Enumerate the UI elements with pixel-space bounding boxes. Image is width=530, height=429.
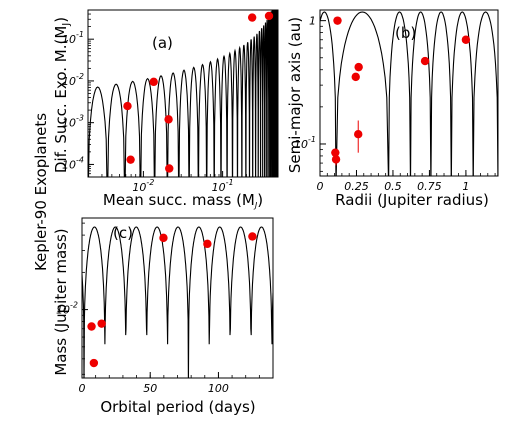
data-point <box>354 62 363 72</box>
x-tick-label: 10-1 <box>212 178 234 194</box>
data-point <box>354 130 363 139</box>
x-tick-label: 0.25 <box>344 180 369 193</box>
x-tick-label: 1 <box>462 180 469 193</box>
x-tick-label: 0.75 <box>417 180 442 193</box>
panel-a-points <box>123 11 274 173</box>
data-point <box>149 77 158 87</box>
data-point <box>89 358 99 368</box>
y-tick-label: 10-1 <box>62 30 84 46</box>
data-point <box>247 13 257 22</box>
panel-b-xlabel: Radii (Jupiter radius) <box>335 191 489 209</box>
data-point <box>97 319 106 328</box>
y-tick-label: 1 <box>309 15 316 28</box>
y-tick-label: 10-1 <box>294 135 316 151</box>
panel-a-xlabel: Mean succ. mass (MJ) <box>103 191 263 210</box>
panel-b-frame <box>319 9 499 177</box>
x-tick-label: 0.5 <box>384 180 402 193</box>
data-point <box>126 155 135 164</box>
data-point <box>159 233 168 243</box>
data-point <box>203 239 212 249</box>
data-point <box>165 164 174 173</box>
x-tick-label: 0 <box>79 382 86 395</box>
panel-a: 10-2 10-1 10-1 10-2 10-3 10-4 (a) Mean succ. … <box>52 9 279 210</box>
x-tick-label: 10-2 <box>132 178 154 194</box>
x-tick-label: 100 <box>208 382 229 395</box>
y-tick-label: 10-2 <box>56 301 78 317</box>
panel-c-points <box>87 232 257 368</box>
panel-a-model-curve <box>88 10 278 177</box>
panel-c: 0 50 100 10-2 (c) Orbital period (days) Mas… <box>52 217 274 416</box>
panel-c-ylabel: Mass (Jupiter mass) <box>52 228 70 375</box>
panel-b: 0 0.25 0.5 0.75 1 1 10-1 (b) Radii (Jupiter ra… <box>286 9 499 209</box>
panel-b-ticks: 0 0.25 0.5 0.75 1 1 10-1 <box>294 15 496 193</box>
panel-b-points <box>331 16 471 166</box>
data-point <box>248 232 257 241</box>
panel-a-ylabel: Dif. Succ. Exo. M.(MJ) <box>52 17 72 173</box>
data-point <box>461 35 471 44</box>
data-point <box>123 101 132 111</box>
panel-b-label: (b) <box>395 24 416 42</box>
y-tick-label: 10-2 <box>62 72 84 88</box>
data-point <box>331 155 341 164</box>
x-tick-label: 50 <box>143 382 157 395</box>
panel-a-ticks: 10-2 10-1 10-1 10-2 10-3 10-4 <box>62 9 279 194</box>
panel-c-xlabel: Orbital period (days) <box>100 398 255 416</box>
panel-b-model-curve <box>320 11 498 176</box>
panel-a-label: (a) <box>152 34 173 52</box>
panel-c-model-curve <box>82 226 273 378</box>
data-point <box>351 72 360 82</box>
figure-title: Kepler-90 Exoplanets <box>32 113 50 271</box>
panel-c-ticks: 0 50 100 10-2 <box>56 222 274 395</box>
y-tick-label: 10-3 <box>62 114 84 130</box>
x-tick-label: 0 <box>317 180 324 193</box>
data-point <box>164 115 173 124</box>
data-point <box>87 322 96 331</box>
data-point <box>264 11 274 21</box>
panel-c-label: (c) <box>113 224 133 242</box>
data-point <box>333 16 342 25</box>
data-point <box>331 148 340 157</box>
panel-b-ylabel: Semi-major axis (au) <box>286 17 304 173</box>
data-point <box>420 56 430 66</box>
y-tick-label: 10-4 <box>62 155 84 171</box>
